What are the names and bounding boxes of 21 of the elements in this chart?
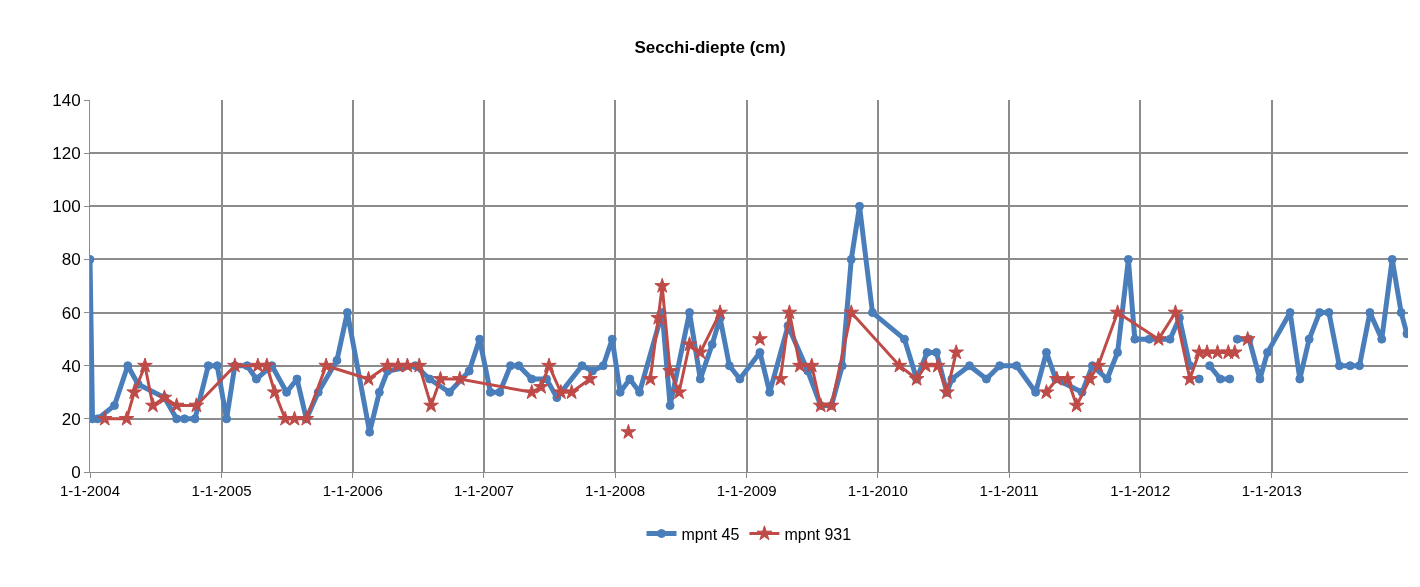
y-tick-label: 20 <box>61 409 81 429</box>
x-tick-label: 1-1-2009 <box>716 482 777 499</box>
y-tick-label: 140 <box>52 90 81 110</box>
x-tick-label: 1-1-2010 <box>847 482 908 499</box>
x-tick-label: 1-1-2005 <box>191 482 252 499</box>
y-tick-label: 120 <box>52 144 81 164</box>
x-tick-label: 1-1-2007 <box>453 482 514 499</box>
y-tick-label: 100 <box>52 197 81 217</box>
legend-label: mpnt 931 <box>784 525 852 543</box>
x-tick-label: 1-1-2012 <box>1110 482 1171 499</box>
y-tick-label: 0 <box>71 462 81 482</box>
x-tick-label: 1-1-2011 <box>979 482 1039 499</box>
y-tick-label: 80 <box>61 250 81 270</box>
x-tick-label: 1-1-2004 <box>59 482 121 499</box>
x-tick-label: 1-1-2013 <box>1241 482 1302 499</box>
y-tick-label: 60 <box>61 303 81 323</box>
y-tick-label: 40 <box>61 356 81 376</box>
x-tick-label: 1-1-2008 <box>585 482 646 499</box>
x-tick-label: 1-1-2006 <box>322 482 383 499</box>
chart-title: Secchi-diepte (cm) <box>634 37 786 57</box>
legend-label: mpnt 45 <box>681 525 740 543</box>
